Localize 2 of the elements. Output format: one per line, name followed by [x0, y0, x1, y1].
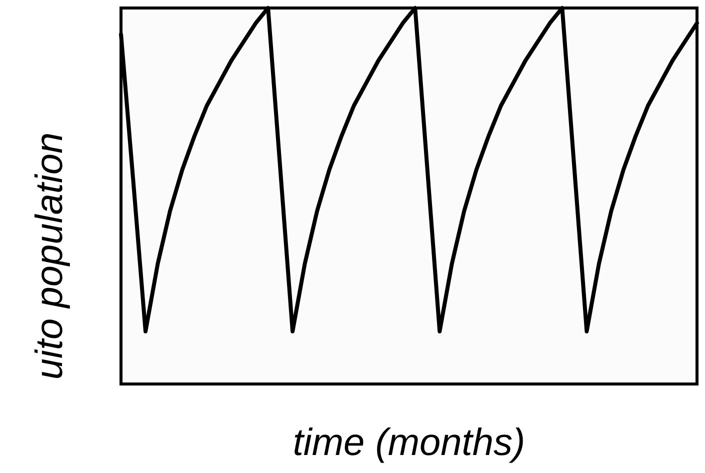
- y-axis-title: uito population: [29, 132, 71, 380]
- x-axis-title: time (months): [292, 422, 526, 464]
